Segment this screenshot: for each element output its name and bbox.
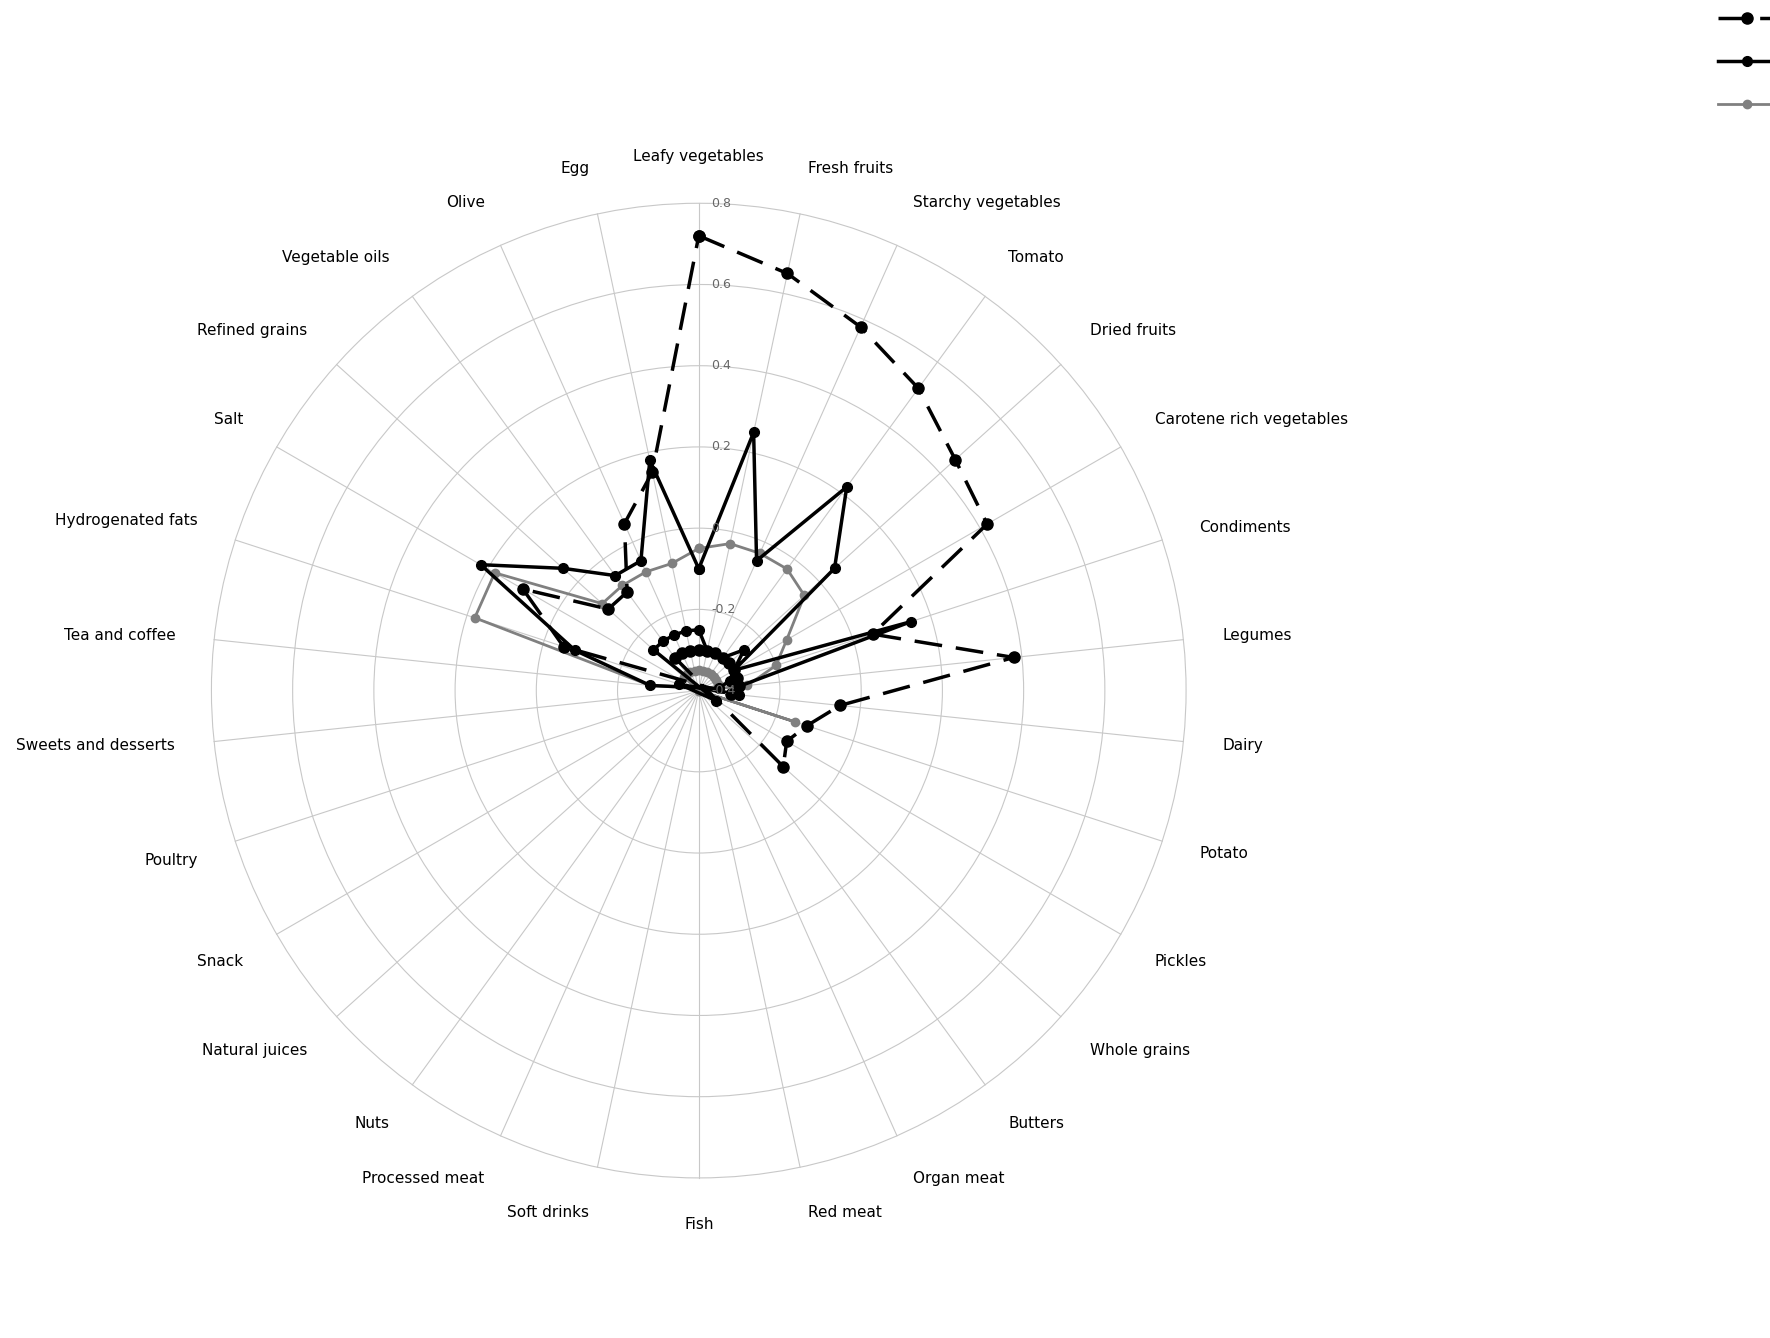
Text: Tea and coffee: Tea and coffee <box>64 628 175 644</box>
Text: Pickles: Pickles <box>1154 954 1207 969</box>
Text: Soft drinks: Soft drinks <box>508 1206 589 1220</box>
Text: Fish: Fish <box>683 1216 713 1232</box>
Text: Salt: Salt <box>214 412 242 427</box>
Text: Leafy vegetables: Leafy vegetables <box>634 150 765 165</box>
Text: 0.4: 0.4 <box>712 359 731 372</box>
Text: Egg: Egg <box>559 161 589 175</box>
Text: Fresh fruits: Fresh fruits <box>809 161 894 175</box>
Text: Snack: Snack <box>196 954 242 969</box>
Text: Potato: Potato <box>1200 846 1248 860</box>
Text: Legumes: Legumes <box>1221 628 1292 644</box>
Text: Sweets and desserts: Sweets and desserts <box>16 739 175 753</box>
Text: Olive: Olive <box>446 195 485 210</box>
Text: Poultry: Poultry <box>145 854 198 868</box>
Text: Condiments: Condiments <box>1200 520 1290 535</box>
Text: 0: 0 <box>712 522 719 535</box>
Text: 0.6: 0.6 <box>712 278 731 290</box>
Text: Dried fruits: Dried fruits <box>1090 324 1175 339</box>
Text: Tomato: Tomato <box>1009 250 1064 265</box>
Text: Vegetable oils: Vegetable oils <box>281 250 389 265</box>
Text: Whole grains: Whole grains <box>1090 1042 1189 1058</box>
Text: Processed meat: Processed meat <box>363 1171 485 1187</box>
Text: Dairy: Dairy <box>1221 739 1264 753</box>
Text: Natural juices: Natural juices <box>202 1042 308 1058</box>
Text: Starchy vegetables: Starchy vegetables <box>913 195 1060 210</box>
Text: Refined grains: Refined grains <box>198 324 308 339</box>
Legend: Plant based diet, High protein diet, Energy dense diet: Plant based diet, High protein diet, Ene… <box>1710 3 1770 123</box>
Text: 0.2: 0.2 <box>712 440 731 454</box>
Text: -0.2: -0.2 <box>712 603 735 615</box>
Text: Organ meat: Organ meat <box>913 1171 1004 1187</box>
Text: -0.4: -0.4 <box>712 684 735 697</box>
Text: 0.8: 0.8 <box>712 197 731 210</box>
Text: Butters: Butters <box>1009 1116 1064 1132</box>
Text: Red meat: Red meat <box>809 1206 881 1220</box>
Text: Hydrogenated fats: Hydrogenated fats <box>55 512 198 529</box>
Text: Carotene rich vegetables: Carotene rich vegetables <box>1154 412 1347 427</box>
Text: Nuts: Nuts <box>354 1116 389 1132</box>
